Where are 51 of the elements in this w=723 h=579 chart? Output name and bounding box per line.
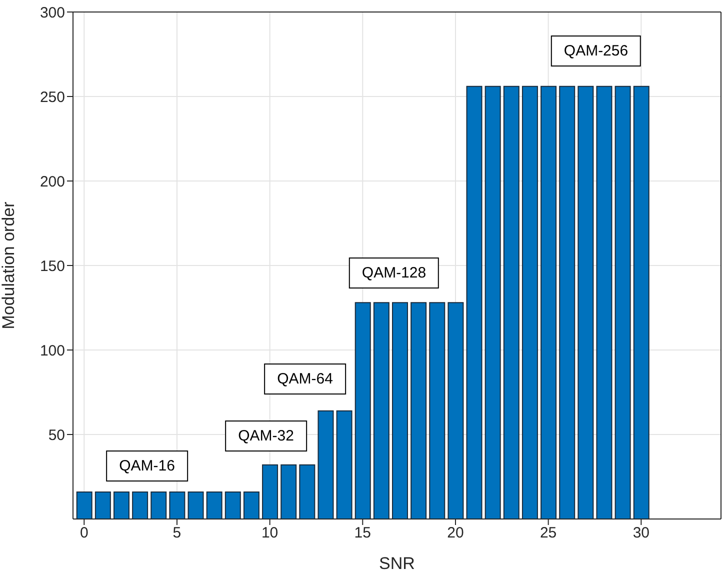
x-tick-label: 15 (354, 524, 371, 542)
text-box: QAM-256 (550, 36, 642, 66)
bar (94, 491, 111, 519)
x-tick-label: 25 (540, 524, 557, 542)
bar (243, 491, 260, 519)
bar (429, 302, 446, 519)
x-tick-label: 20 (447, 524, 464, 542)
bar (410, 302, 427, 519)
bar (76, 491, 92, 519)
bar (448, 302, 464, 519)
bar (503, 86, 520, 519)
bar (540, 86, 557, 519)
x-axis-title: SNR (379, 554, 415, 573)
y-tick-label: 300 (40, 4, 65, 22)
bar (150, 491, 167, 519)
bar (354, 302, 371, 519)
bar (132, 491, 148, 519)
text-box: QAM-64 (264, 364, 346, 394)
bar (169, 491, 186, 519)
bar (373, 302, 390, 519)
x-tick-label: 5 (172, 524, 182, 542)
y-axis-title: Modulation order (0, 201, 18, 330)
x-tick-label: 30 (632, 524, 650, 542)
x-tick-label: 10 (261, 524, 278, 542)
bar (188, 491, 204, 519)
y-tick-label: 50 (48, 426, 65, 444)
y-tick-label: 100 (40, 342, 65, 360)
bar (299, 464, 316, 519)
bar (466, 86, 482, 519)
text-box: QAM-16 (106, 450, 188, 482)
bar (280, 464, 297, 519)
text-box: QAM-32 (225, 420, 307, 452)
bar (392, 302, 408, 519)
bar (262, 464, 278, 519)
bar (224, 491, 241, 519)
bar (614, 86, 631, 519)
bar (522, 86, 538, 519)
y-tick-label: 150 (40, 258, 65, 275)
bar (318, 410, 334, 519)
bar (206, 491, 222, 519)
bar (596, 86, 612, 519)
x-tick-label: 0 (80, 524, 88, 542)
bar (336, 410, 352, 519)
bar (113, 491, 130, 519)
bar (578, 86, 594, 519)
text-box: QAM-128 (348, 258, 440, 288)
bar (633, 86, 650, 519)
y-tick-label: 200 (40, 173, 65, 190)
bar (559, 86, 576, 519)
bar (484, 86, 501, 519)
y-tick-label: 250 (40, 88, 65, 106)
